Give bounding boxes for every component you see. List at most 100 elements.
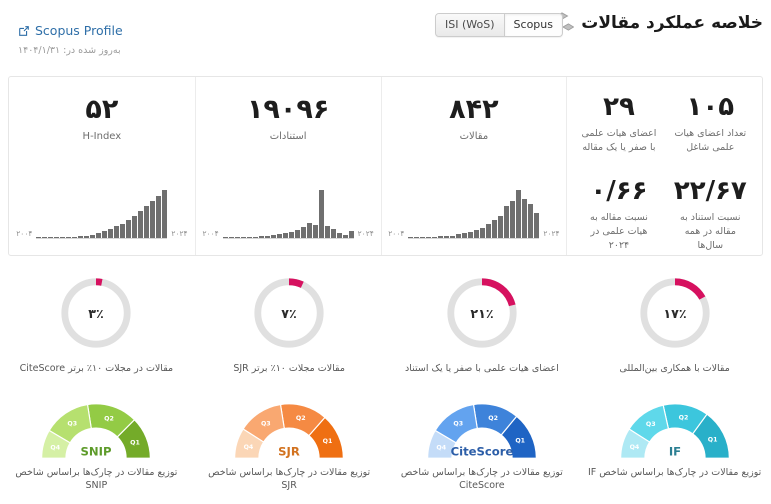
sparkline-bar xyxy=(456,234,462,238)
sparkline-bar xyxy=(348,231,354,238)
stat-label: مقالات xyxy=(459,130,489,142)
sparkline-bar xyxy=(300,227,306,238)
axis-end-label: ۲۰۲۴ xyxy=(357,229,374,238)
sparkline-bar xyxy=(138,211,144,238)
donut-gauges-row: ۱۷٪ مقالات با همکاری بین‌المللی ۲۱٪ اعضای … xyxy=(0,266,771,392)
quartile-segment-label: Q1 xyxy=(515,438,525,445)
sparkline-bar xyxy=(150,201,156,238)
source-toggle-group[interactable]: ISI (WoS) Scopus xyxy=(435,13,563,37)
donut-chart: ۱۷٪ xyxy=(640,278,710,348)
sparkline-bar xyxy=(504,206,510,238)
sparkline-bar xyxy=(66,237,72,238)
hindex-head: ۵۲ H-Index xyxy=(9,77,195,142)
quartile-segment-label: Q4 xyxy=(436,444,446,451)
quartile-segment-q2 xyxy=(472,403,518,436)
sparkline-bar xyxy=(72,237,78,238)
sparkline-bar xyxy=(492,220,498,238)
quartile-segment-q3 xyxy=(627,404,669,443)
sparkline-bar xyxy=(408,237,414,238)
quartile-segment-q2 xyxy=(662,403,708,435)
papers-head: ۸۴۲ مقالات xyxy=(382,77,567,142)
quartile-segment-label: Q2 xyxy=(296,415,306,422)
faculty-stats-cell: ۱۰۵ تعداد اعضای هیات علمی شاغل ۲۹ اعضای … xyxy=(566,77,762,255)
sparkline-bar xyxy=(264,236,270,238)
quartile-segment-q3 xyxy=(434,403,478,444)
stat-value: ۱۹۰۹۶ xyxy=(246,94,330,125)
sparkline-bar xyxy=(126,220,132,238)
sparkline-bar xyxy=(162,190,168,238)
quartile-segment-label: Q3 xyxy=(68,421,78,428)
brand: خلاصه عملکرد مقالات xyxy=(550,12,763,34)
papers-stat-cell: ۸۴۲ مقالات ۲۰۰۴ ۲۰۲۴ xyxy=(380,77,567,255)
sparkline-bar xyxy=(48,237,54,238)
papers-sparkline: ۲۰۰۴ ۲۰۲۴ xyxy=(382,190,567,239)
donut-value-arc xyxy=(447,278,517,348)
sparkline-bars xyxy=(408,190,540,239)
sparkline-bar xyxy=(426,237,432,238)
sparkline-bar xyxy=(444,236,450,238)
stat-label: نسبت مقاله به هیات علمی در ۲۰۲۴ xyxy=(590,211,648,252)
donut-chart: ۷٪ xyxy=(254,278,324,348)
sparkline-bar xyxy=(534,213,540,238)
sparkline-bar xyxy=(60,237,66,238)
axis-end-label: ۲۰۲۴ xyxy=(543,229,560,238)
sparkline-bar xyxy=(258,236,264,238)
quartile-index-name: IF xyxy=(668,444,680,458)
sparkline-bar xyxy=(312,225,318,238)
axis-start-label: ۲۰۰۴ xyxy=(202,229,219,238)
sparkline-bar xyxy=(450,236,456,238)
donut-caption: مقالات در مجلات ۱۰٪ برتر CiteScore xyxy=(19,363,174,374)
sparkline-bar xyxy=(42,237,48,238)
sparkline-bar xyxy=(414,237,420,238)
hindex-sparkline: ۲۰۰۴ ۲۰۲۴ xyxy=(9,190,195,239)
quartile-segment-label: Q1 xyxy=(323,438,333,445)
quartile-caption: توزیع مقالات در چارک‌ها براساس شاخص IF xyxy=(587,467,762,478)
kpi-panel: ۱۰۵ تعداد اعضای هیات علمی شاغل ۲۹ اعضای … xyxy=(8,76,763,256)
quartile-segment-q4 xyxy=(234,428,265,459)
sparkline-bar xyxy=(474,230,480,238)
sparkline-bar xyxy=(288,232,294,238)
quartile-segment-label: Q3 xyxy=(453,421,463,428)
sparkline-bar xyxy=(432,237,438,238)
page-title: خلاصه عملکرد مقالات xyxy=(581,13,763,33)
citations-sparkline: ۲۰۰۴ ۲۰۲۴ xyxy=(196,190,381,239)
sparkline-bar xyxy=(522,199,528,238)
scopus-profile-link[interactable]: Scopus Profile xyxy=(18,23,123,38)
sparkline-bar xyxy=(516,190,522,238)
sparkline-bar xyxy=(54,237,60,238)
quartile-segment-q3 xyxy=(48,403,93,444)
stat-value: ۰/۶۶ xyxy=(590,176,648,207)
stat-value: ۲۲/۶۷ xyxy=(673,176,747,207)
toggle-isi-wos[interactable]: ISI (WoS) xyxy=(436,14,504,36)
quartile-segment-q2 xyxy=(87,403,136,438)
donut-top-citescore: ۳٪ مقالات در مجلات ۱۰٪ برتر CiteScore xyxy=(0,266,193,392)
quartile-segment-label: Q3 xyxy=(261,420,271,427)
sparkline-bars xyxy=(36,190,168,239)
quartile-segment-q4 xyxy=(41,429,72,459)
axis-start-label: ۲۰۰۴ xyxy=(388,229,405,238)
axis-start-label: ۲۰۰۴ xyxy=(16,229,33,238)
stat-paper-per-faculty: ۰/۶۶ نسبت مقاله به هیات علمی در ۲۰۲۴ xyxy=(573,173,664,257)
sparkline-bar xyxy=(324,226,330,238)
quartile-segment-q1 xyxy=(500,415,537,459)
donut-value-arc xyxy=(640,278,710,348)
external-link-icon xyxy=(18,25,30,37)
quartile-segment-label: Q2 xyxy=(488,415,498,422)
sparkline-bar xyxy=(36,237,42,238)
stat-value: ۸۴۲ xyxy=(449,94,499,125)
sparkline-bar xyxy=(114,226,120,238)
faculty-stats-grid: ۱۰۵ تعداد اعضای هیات علمی شاغل ۲۹ اعضای … xyxy=(567,77,762,266)
sparkline-bar xyxy=(342,235,348,238)
sparkline-bar xyxy=(510,201,516,238)
quartile-gauge-snip: Q1 Q2 Q3 Q4 SNIP توزیع مقالات در چارک‌ها براس… xyxy=(0,398,193,504)
sparkline-bar xyxy=(462,233,468,238)
sparkline-bar xyxy=(330,229,336,238)
quartile-gauges-row: Q1 Q2 Q3 Q4 IF توزیع مقالات در چارک‌ها براساس… xyxy=(0,398,771,504)
quartile-segment-q4 xyxy=(619,428,651,459)
sparkline-bar xyxy=(78,236,84,238)
toggle-scopus[interactable]: Scopus xyxy=(503,14,562,36)
sparkline-bar xyxy=(222,237,228,238)
sparkline-bar xyxy=(108,229,114,238)
sparkline-bar xyxy=(294,230,300,238)
